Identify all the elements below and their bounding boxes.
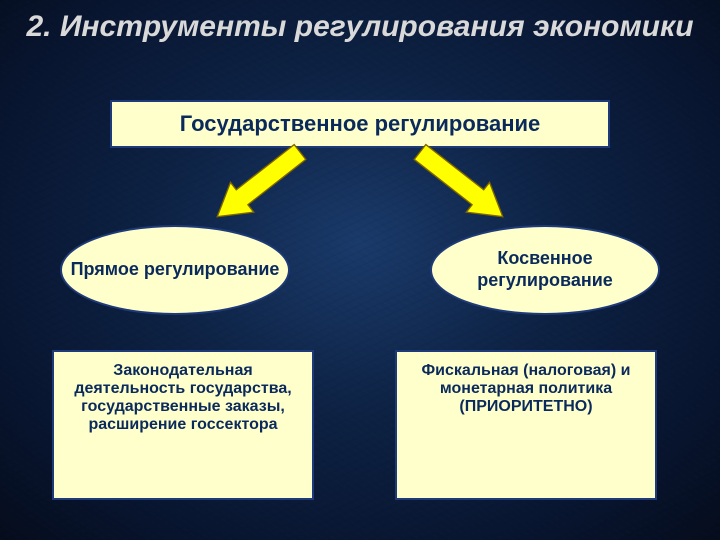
arrow-right — [408, 137, 514, 231]
desc-right-box: Фискальная (налоговая) и монетарная поли… — [395, 350, 657, 500]
ellipse-right: Косвенное регулирование — [430, 225, 660, 315]
desc-right-text: Фискальная (налоговая) и монетарная поли… — [405, 362, 647, 416]
desc-left-box: Законодательная деятельность государства… — [52, 350, 314, 500]
desc-left-text: Законодательная деятельность государства… — [62, 362, 304, 434]
slide-content: 2. Инструменты регулирования экономики Г… — [0, 0, 720, 540]
arrow-left — [206, 137, 312, 231]
ellipse-left: Прямое регулирование — [60, 225, 290, 315]
ellipse-right-label: Косвенное регулирование — [432, 248, 658, 291]
ellipse-left-label: Прямое регулирование — [71, 259, 280, 281]
